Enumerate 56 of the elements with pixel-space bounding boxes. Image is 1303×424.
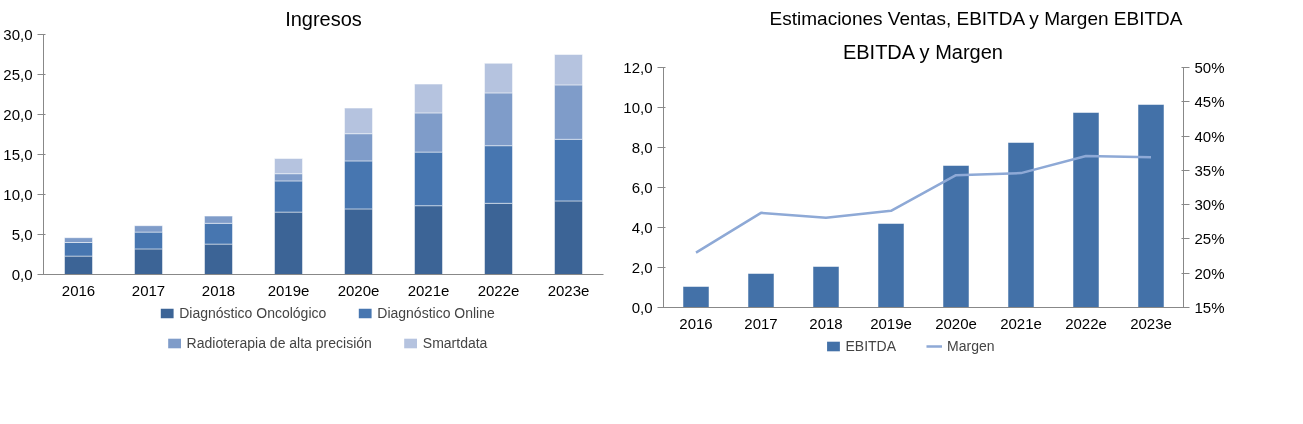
- y2-tick-label: 25%: [1194, 230, 1225, 248]
- bar: [682, 286, 710, 308]
- y2-tick-label: 35%: [1194, 161, 1225, 179]
- x-tick-label: 2017: [744, 314, 778, 332]
- x-tick-label: 2023e: [547, 281, 590, 299]
- legend-label: Diagnóstico Online: [377, 305, 495, 321]
- bar: [812, 266, 840, 308]
- bar: [747, 273, 775, 308]
- legend-label: EBITDA: [845, 338, 897, 354]
- y-tick-label: 10,0: [3, 185, 33, 203]
- x-tick-label: 2020e: [337, 281, 380, 299]
- x-tick-label: 2017: [131, 281, 166, 299]
- chart-title: Ingresos: [285, 7, 362, 30]
- y-tick-label: 4,0: [631, 218, 653, 236]
- y-tick-label: 0,0: [11, 265, 33, 283]
- chart-title: EBITDA y Margen: [842, 40, 1003, 63]
- y2-tick-label: 40%: [1194, 127, 1225, 145]
- x-tick-label: 2016: [61, 281, 96, 299]
- text: Estimaciones Ventas, EBITDA y Margen EBITDA: [769, 7, 1183, 29]
- y-tick-label: 6,0: [631, 178, 653, 196]
- legend-label: Diagnóstico Oncológico: [179, 305, 327, 321]
- x-tick-label: 2019e: [870, 314, 912, 332]
- line-series: [694, 154, 1153, 254]
- legend-label: Radioterapia de alta precisión: [186, 335, 372, 351]
- x-tick-label: 2018: [809, 314, 843, 332]
- bar: [942, 165, 970, 308]
- x-tick-label: 2023e: [1130, 314, 1172, 332]
- y-tick-label: 12,0: [623, 58, 653, 76]
- x-tick-label: 2022e: [1065, 314, 1107, 332]
- y-tick-label: 30,0: [3, 25, 33, 43]
- bar: [1072, 112, 1100, 308]
- x-tick-label: 2016: [679, 314, 713, 332]
- y2-tick-label: 50%: [1194, 59, 1225, 76]
- y-tick-label: 2,0: [631, 258, 653, 276]
- y-tick-label: 5,0: [11, 225, 33, 243]
- legend-label: Margen: [947, 338, 995, 354]
- y-tick-label: 0,0: [631, 298, 653, 316]
- bar: [877, 223, 905, 308]
- legend-label: Smartdata: [422, 335, 488, 351]
- bar: [1137, 104, 1165, 308]
- x-tick-label: 2018: [201, 281, 236, 299]
- bar: [1007, 142, 1035, 308]
- y2-tick-label: 15%: [1194, 299, 1225, 316]
- x-tick-label: 2021e: [407, 281, 450, 299]
- x-tick-label: 2019e: [267, 281, 310, 299]
- y-tick-label: 20,0: [3, 105, 33, 123]
- y2-tick-label: 30%: [1194, 196, 1225, 214]
- y-tick-label: 8,0: [631, 138, 653, 156]
- x-tick-label: 2020e: [935, 314, 977, 332]
- x-tick-label: 2022e: [477, 281, 520, 299]
- x-tick-label: 2021e: [1000, 314, 1042, 332]
- y-tick-label: 15,0: [3, 145, 33, 163]
- y-tick-label: 25,0: [3, 65, 33, 83]
- y2-tick-label: 20%: [1194, 264, 1225, 282]
- y-tick-label: 10,0: [623, 98, 653, 116]
- y2-tick-label: 45%: [1194, 93, 1225, 111]
